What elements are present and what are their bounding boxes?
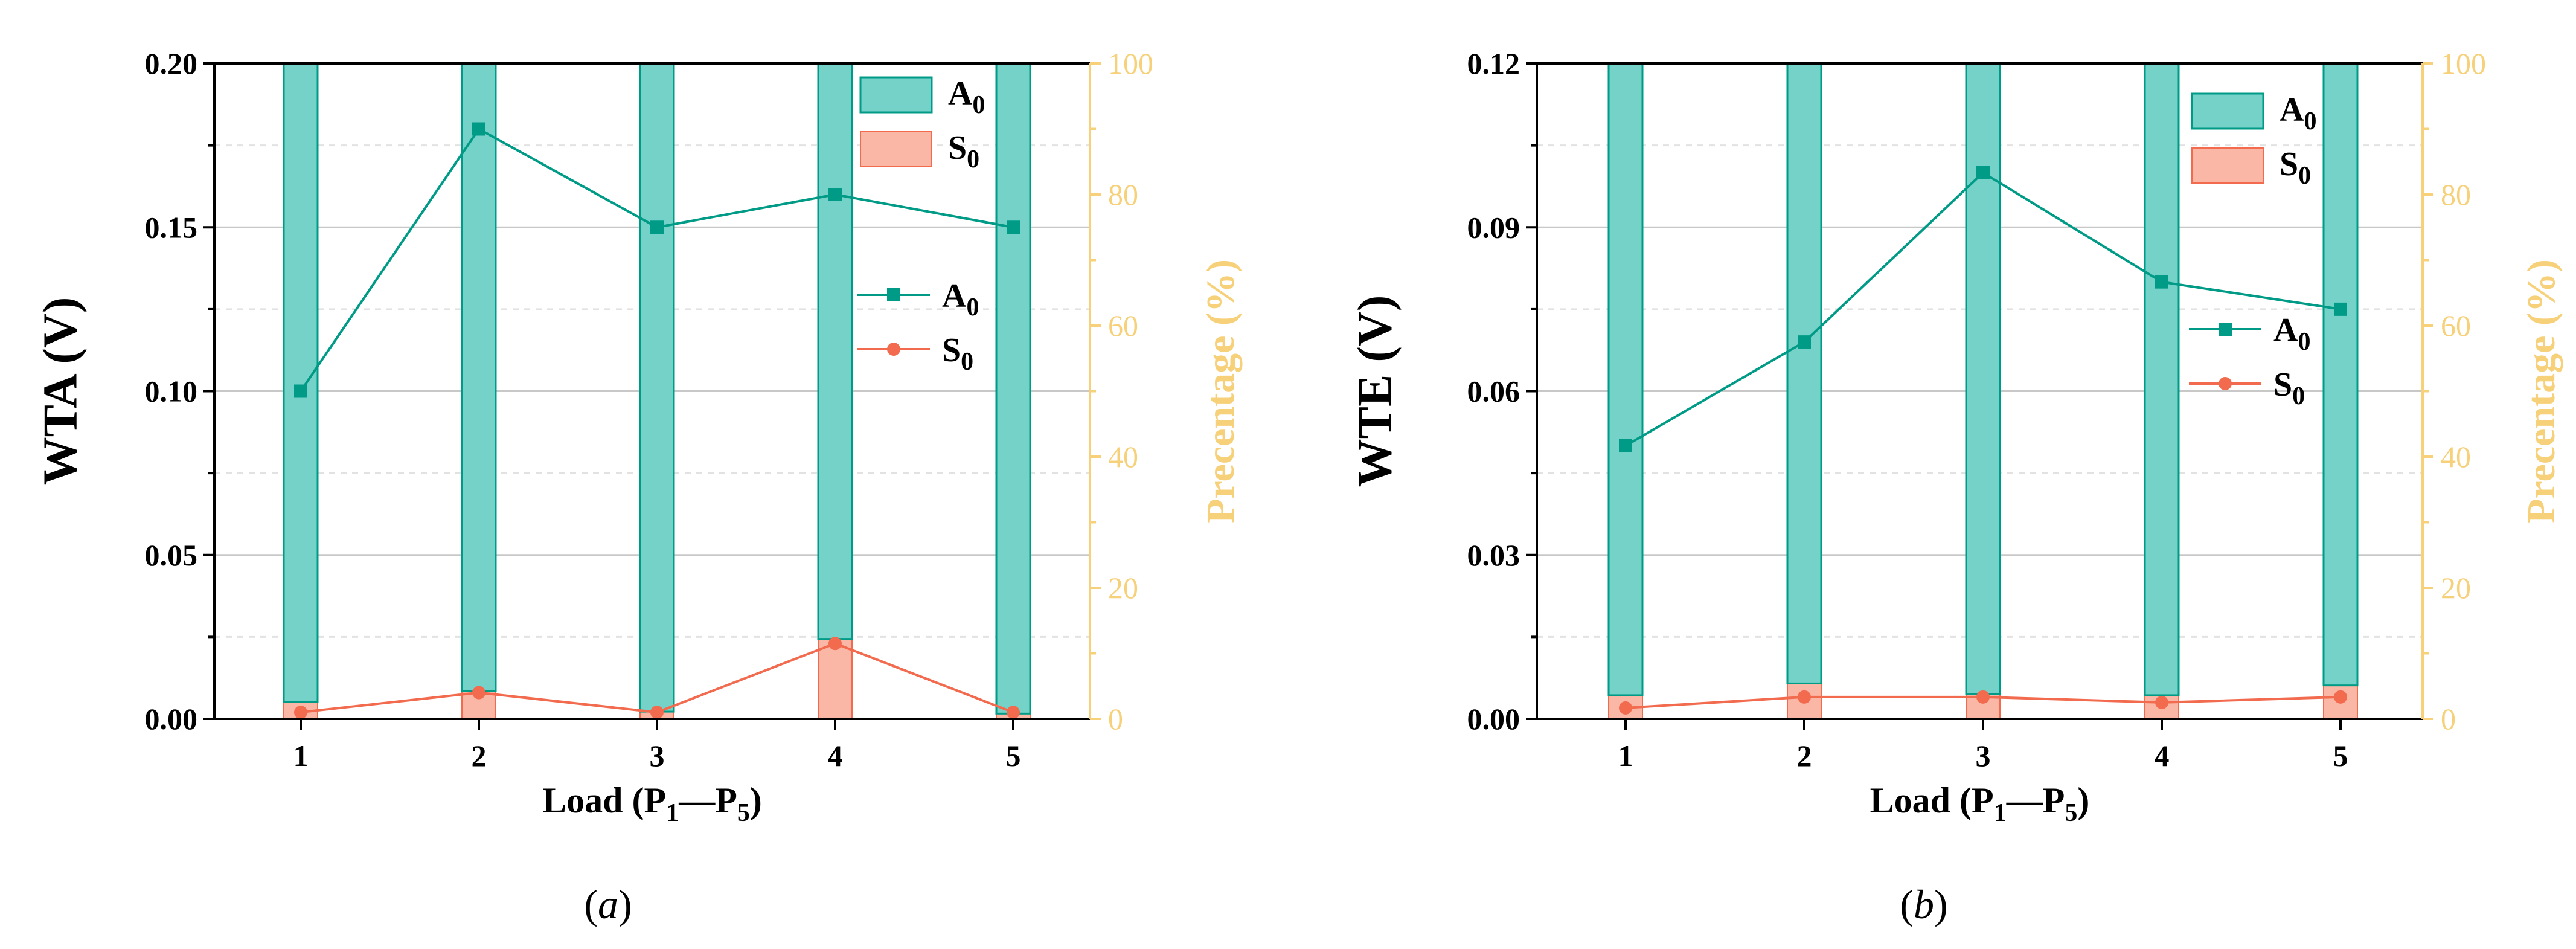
legend-bar-s0-swatch (2191, 147, 2264, 184)
legend-line-s0-marker (887, 343, 900, 356)
y2-tick-label: 100 (1108, 47, 1153, 80)
y2-tick-label: 0 (1108, 702, 1123, 736)
y-tick-label: 0.00 (145, 702, 198, 736)
bar-a0 (2322, 62, 2359, 687)
bar-a0 (461, 62, 497, 692)
y2-tick-label: 20 (2441, 571, 2471, 605)
chart-panel-a: 0.00 0.05 0.10 0.15 0.20 0 20 40 60 80 100 1 2 3 4 5 Loa… (34, 47, 1243, 827)
y-tick-label: 0.03 (1467, 538, 1520, 572)
marker-s0 (650, 706, 664, 719)
y-tick-label: 0.00 (1467, 702, 1520, 736)
legend-bar-a0-label: A0 (948, 75, 985, 119)
x-tick-label: 5 (1006, 739, 1021, 773)
marker-s0 (472, 686, 485, 700)
marker-s0 (2334, 690, 2347, 704)
bar-a0 (283, 62, 319, 703)
legend-line-a0-label: A0 (942, 277, 979, 321)
marker-a0 (2155, 275, 2168, 289)
marker-a0 (1619, 439, 1632, 452)
marker-a0 (2334, 302, 2347, 316)
legend-bar-a0-label: A0 (2280, 91, 2316, 135)
chart-panel-b: 0.00 0.03 0.06 0.09 0.12 0 20 40 60 80 100 1 2 3 4 5 Loa… (1348, 47, 2563, 827)
x-tick-label: 4 (2155, 739, 2170, 773)
bar-a0 (1786, 62, 1822, 684)
y2-tick-label: 80 (1108, 178, 1138, 211)
y2-axis-label: Precentage (%) (1199, 259, 1243, 523)
y2-tick-label: 60 (1108, 309, 1138, 343)
y-tick-label: 0.10 (145, 375, 198, 408)
x-tick-label: 4 (828, 739, 843, 773)
bar-a0 (995, 62, 1031, 715)
marker-s0 (2155, 695, 2168, 709)
marker-s0 (1619, 701, 1632, 715)
y2-tick-label: 40 (1108, 440, 1138, 474)
legend-bar-s0-label: S0 (2280, 146, 2311, 190)
legend-bar-a0-swatch (859, 76, 933, 114)
bar-s0 (818, 638, 853, 719)
panel-label-b: (b) (1900, 881, 1947, 927)
legend-line-s0-label: S0 (2273, 366, 2305, 410)
legend-bar-a0-swatch (2191, 92, 2264, 130)
bar-a0 (2144, 62, 2180, 696)
y-tick-label: 0.20 (145, 47, 198, 80)
bar-a0 (639, 62, 675, 713)
marker-a0 (1798, 335, 1811, 349)
marker-a0 (1007, 220, 1020, 234)
y2-tick-label: 20 (1108, 571, 1138, 605)
legend-line-s0-marker (2219, 377, 2232, 390)
marker-a0 (472, 122, 485, 136)
y2-tick-label: 40 (2441, 440, 2471, 474)
y-tick-label: 0.09 (1467, 210, 1520, 244)
marker-a0 (828, 188, 842, 201)
x-tick-label: 2 (1797, 739, 1812, 773)
marker-s0 (1976, 690, 1990, 704)
marker-a0 (294, 384, 307, 398)
x-tick-label: 5 (2333, 739, 2348, 773)
legend-line-s0-label: S0 (942, 332, 973, 376)
bar-a0 (1607, 62, 1644, 696)
y-tick-label: 0.06 (1467, 375, 1520, 408)
y2-tick-label: 100 (2441, 47, 2486, 80)
bar-a0 (817, 62, 853, 640)
marker-s0 (1007, 706, 1020, 719)
x-axis-label: Load (P1—P5) (542, 780, 762, 827)
marker-s0 (1798, 690, 1811, 704)
y-tick-label: 0.05 (145, 538, 198, 572)
y-tick-label: 0.12 (1467, 47, 1520, 80)
y2-axis-label: Precentage (%) (2519, 259, 2563, 523)
y-axis-label: WTE (V) (1348, 295, 1402, 487)
x-tick-label: 1 (293, 739, 309, 773)
legend-bar-s0-swatch (860, 131, 932, 167)
legend-line-a0-marker (887, 288, 900, 301)
x-tick-label: 3 (1976, 739, 1991, 773)
x-tick-label: 3 (650, 739, 665, 773)
y2-tick-label: 0 (2441, 702, 2456, 736)
x-axis-label: Load (P1—P5) (1870, 780, 2090, 827)
marker-a0 (650, 220, 664, 234)
y2-tick-label: 80 (2441, 178, 2471, 211)
bar-a0 (1965, 62, 2001, 695)
legend-line-a0-marker (2219, 323, 2232, 336)
legend-bar-s0-label: S0 (948, 129, 979, 173)
marker-s0 (294, 706, 307, 719)
legend-line-a0-label: A0 (2273, 312, 2310, 356)
panel-label-a: (a) (584, 881, 632, 927)
marker-a0 (1976, 166, 1990, 179)
y-tick-label: 0.15 (145, 210, 198, 244)
marker-s0 (828, 637, 842, 651)
x-tick-label: 1 (1618, 739, 1633, 773)
y-axis-label: WTA (V) (34, 297, 87, 486)
y2-tick-label: 60 (2441, 309, 2471, 343)
x-tick-label: 2 (472, 739, 487, 773)
